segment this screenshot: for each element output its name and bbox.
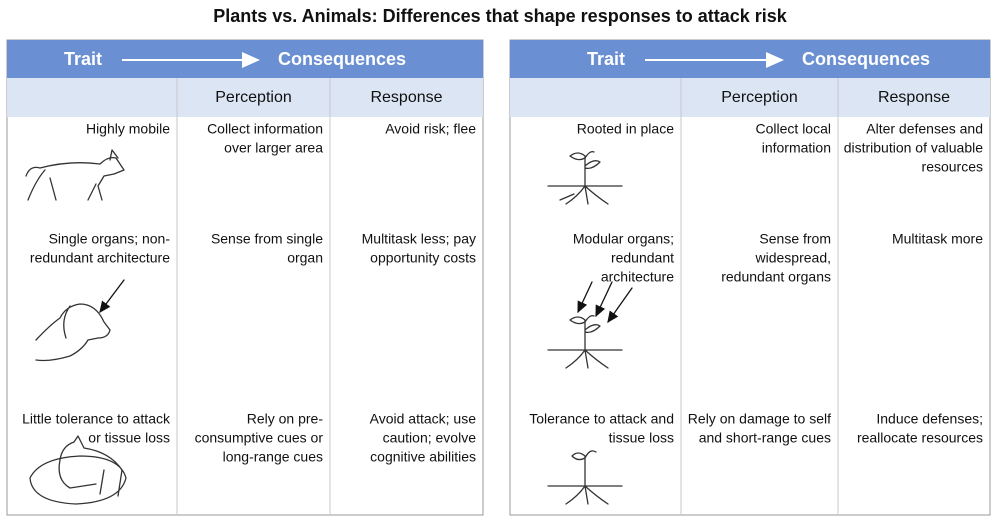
panel: Trait Consequences Perception Response Roote… — [509, 39, 991, 516]
cell-perception: information — [762, 140, 831, 156]
cell-perception: widespread, — [755, 250, 832, 266]
cell-perception: over larger area — [224, 140, 323, 156]
column-label: Perception — [721, 89, 798, 106]
cell-response: caution; evolve — [383, 430, 477, 446]
cell-perception: Rely on damage to self — [688, 411, 831, 427]
cell-response: Avoid risk; flee — [385, 121, 476, 137]
panel-subheader — [7, 78, 483, 117]
cell-response: Induce defenses; — [876, 411, 983, 427]
plant-sketch-2 — [547, 281, 633, 369]
cell-response: Multitask more — [892, 231, 983, 247]
cell-response: Avoid attack; use — [370, 411, 477, 427]
cell-trait: redundant — [611, 250, 674, 266]
cell-response: Alter defenses and — [866, 121, 983, 137]
cell-perception: Sense from — [759, 231, 831, 247]
header-trait: Trait — [64, 49, 102, 69]
cell-perception: redundant organs — [721, 269, 831, 285]
header-trait: Trait — [587, 49, 625, 69]
cell-perception: Rely on pre- — [247, 411, 324, 427]
header-consequences: Consequences — [802, 49, 930, 69]
column-label: Response — [370, 89, 442, 106]
cell-perception: and short-range cues — [699, 430, 831, 446]
cell-trait: redundant architecture — [30, 250, 170, 266]
cell-trait: Rooted in place — [577, 121, 675, 137]
dog-licking-sketch — [29, 435, 127, 505]
cell-response: opportunity costs — [370, 250, 476, 266]
cell-response: Multitask less; pay — [362, 231, 476, 247]
cell-trait: Little tolerance to attack — [22, 411, 171, 427]
cell-perception: Sense from single — [211, 231, 323, 247]
panel: Trait Consequences Perception Response Highl… — [6, 39, 484, 516]
cell-trait: Single organs; non- — [49, 231, 171, 247]
cell-perception: Collect local — [756, 121, 831, 137]
panel-subheader — [510, 78, 990, 117]
cell-trait: architecture — [601, 269, 674, 285]
column-label: Perception — [215, 89, 292, 106]
cell-perception: organ — [287, 250, 323, 266]
cell-response: cognitive abilities — [370, 449, 476, 465]
plant-sketch-3 — [547, 450, 623, 505]
cell-response: reallocate resources — [857, 430, 983, 446]
cell-perception: Collect information — [207, 121, 323, 137]
cell-trait: Modular organs; — [573, 231, 674, 247]
cell-trait: tissue loss — [609, 430, 674, 446]
panel-body — [509, 39, 991, 516]
cell-perception: consumptive cues or — [195, 430, 324, 446]
plant-sketch-1 — [547, 150, 623, 205]
cell-perception: long-range cues — [223, 449, 323, 465]
figure-title: Plants vs. Animals: Differences that sha… — [213, 6, 788, 26]
dog-head-sketch — [35, 279, 125, 362]
panel-body — [6, 39, 484, 516]
cell-response: resources — [922, 159, 983, 175]
cell-trait: Tolerance to attack and — [529, 411, 674, 427]
cell-response: distribution of valuable — [844, 140, 984, 156]
header-consequences: Consequences — [278, 49, 406, 69]
dog-walking-sketch — [25, 149, 125, 201]
column-label: Response — [878, 89, 950, 106]
cell-trait: or tissue loss — [88, 430, 170, 446]
cell-trait: Highly mobile — [86, 121, 170, 137]
